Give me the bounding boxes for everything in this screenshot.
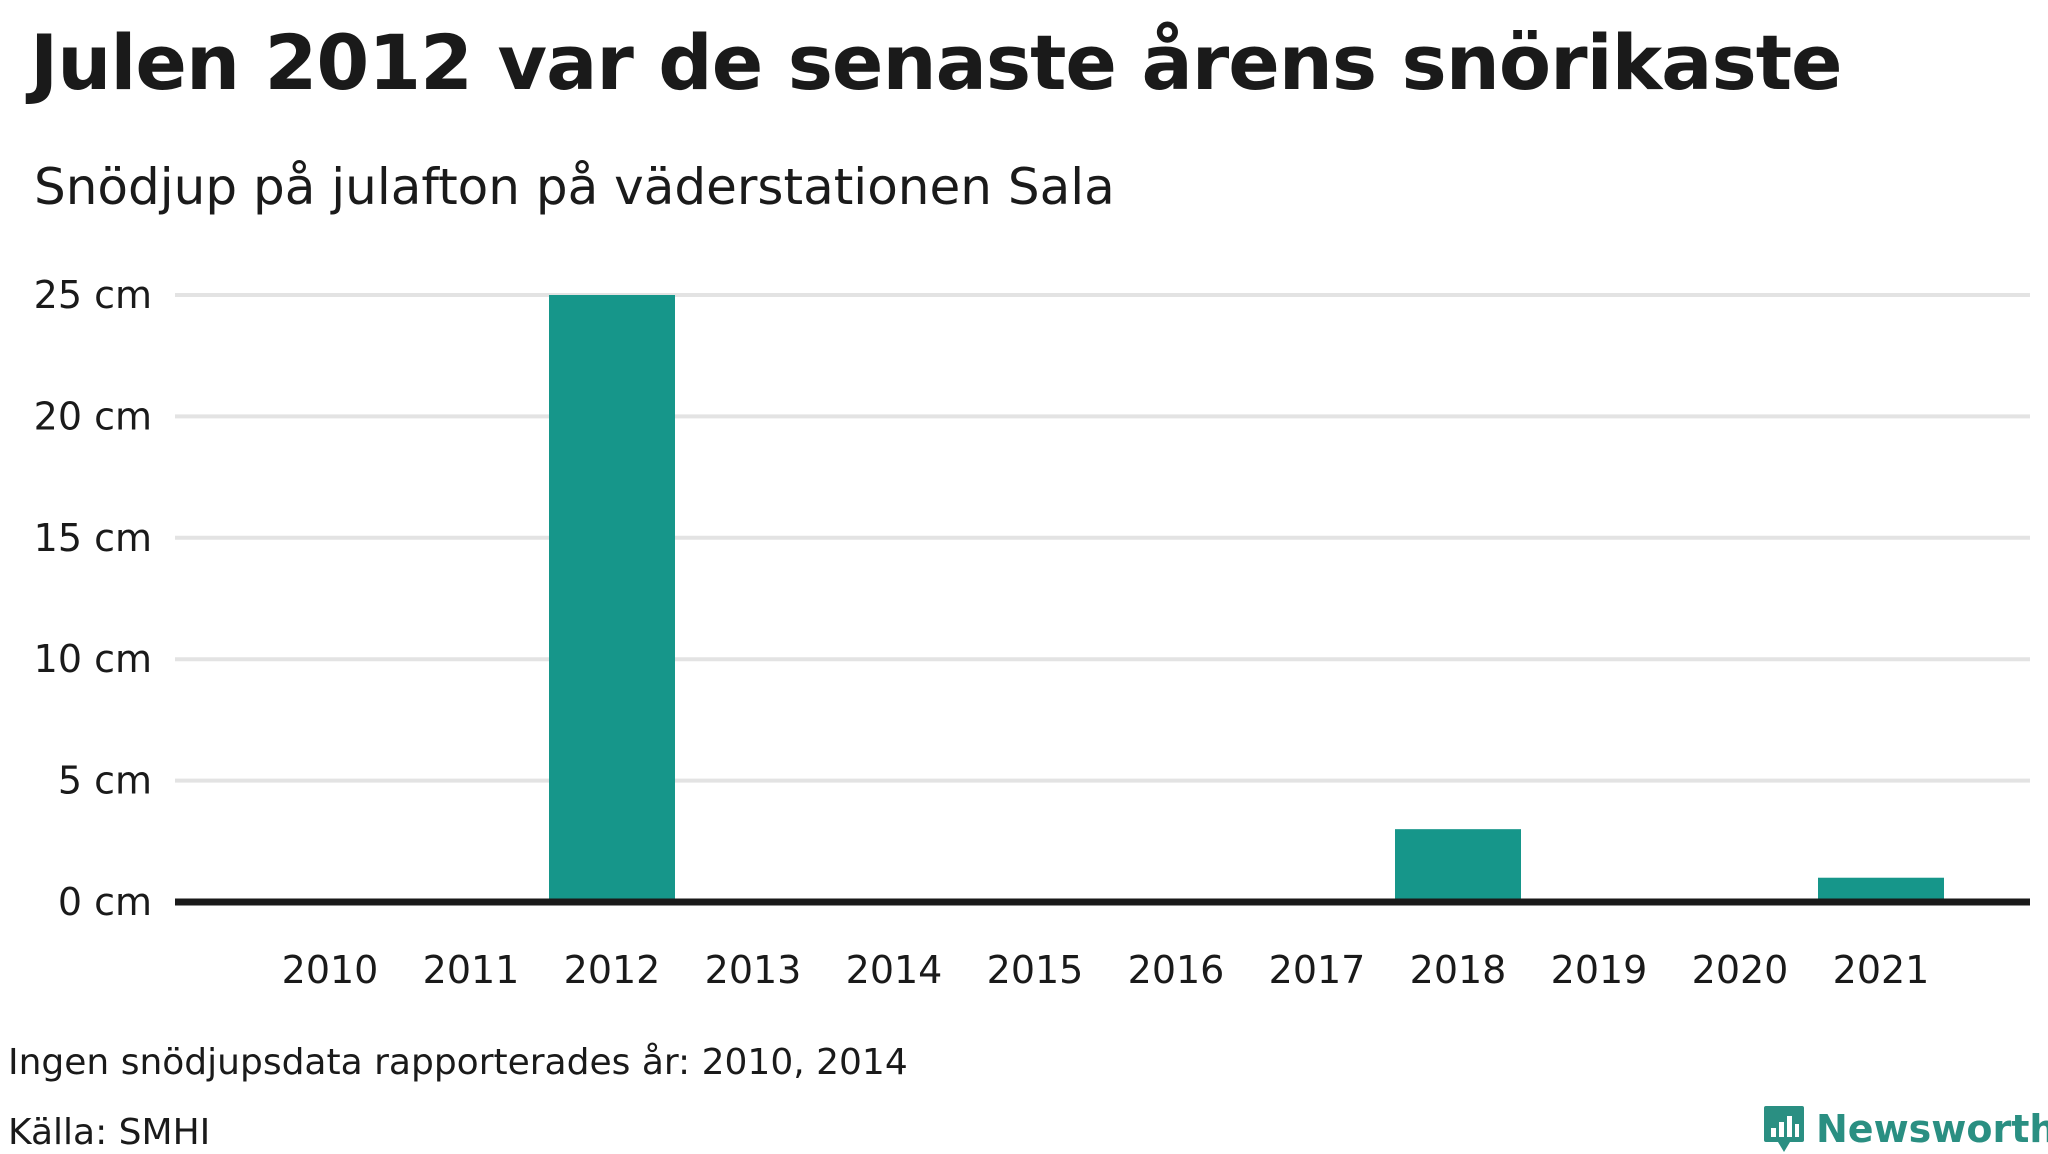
newsworthy-logo-text: Newsworthy <box>1816 1107 2048 1151</box>
bars <box>549 295 1944 902</box>
y-tick-label: 25 cm <box>34 273 152 317</box>
x-tick-label-2017: 2017 <box>1269 948 1366 992</box>
y-tick-label: 15 cm <box>34 516 152 560</box>
y-tick-label: 5 cm <box>58 759 152 803</box>
x-tick-label-2018: 2018 <box>1410 948 1507 992</box>
x-tick-label-2021: 2021 <box>1833 948 1930 992</box>
bar-2012 <box>549 295 675 902</box>
x-tick-label-2010: 2010 <box>282 948 379 992</box>
gridlines <box>175 293 2030 783</box>
y-tick-label: 0 cm <box>58 880 152 924</box>
x-tick-label-2019: 2019 <box>1551 948 1648 992</box>
x-tick-label-2013: 2013 <box>705 948 802 992</box>
bar-2018 <box>1395 829 1521 902</box>
x-axis-tick-labels: 2010 2011 2012 2013 2014 2015 2016 2017 2018 2019… <box>282 948 1930 992</box>
newsworthy-logo: Newsworthy <box>1762 1104 2048 1154</box>
bar-2021 <box>1818 877 1944 902</box>
x-tick-label-2011: 2011 <box>423 948 520 992</box>
source-note: Källa: SMHI <box>8 1112 211 1153</box>
y-axis-tick-labels: 0 cm 5 cm 10 cm 15 cm 20 cm 25 cm <box>34 273 152 924</box>
x-tick-label-2014: 2014 <box>846 948 943 992</box>
chart-subtitle: Snödjup på julafton på väderstationen Sa… <box>34 158 1115 216</box>
y-tick-label: 20 cm <box>34 394 152 438</box>
x-tick-label-2016: 2016 <box>1128 948 1225 992</box>
chart-title: Julen 2012 var de senaste årens snörikas… <box>30 18 1843 107</box>
x-tick-label-2020: 2020 <box>1692 948 1789 992</box>
x-tick-label-2012: 2012 <box>564 948 661 992</box>
newsworthy-logo-icon <box>1764 1106 1804 1152</box>
footnote-missing-data: Ingen snödjupsdata rapporterades år: 201… <box>8 1042 908 1083</box>
y-tick-label: 10 cm <box>34 637 152 681</box>
x-tick-label-2015: 2015 <box>987 948 1084 992</box>
